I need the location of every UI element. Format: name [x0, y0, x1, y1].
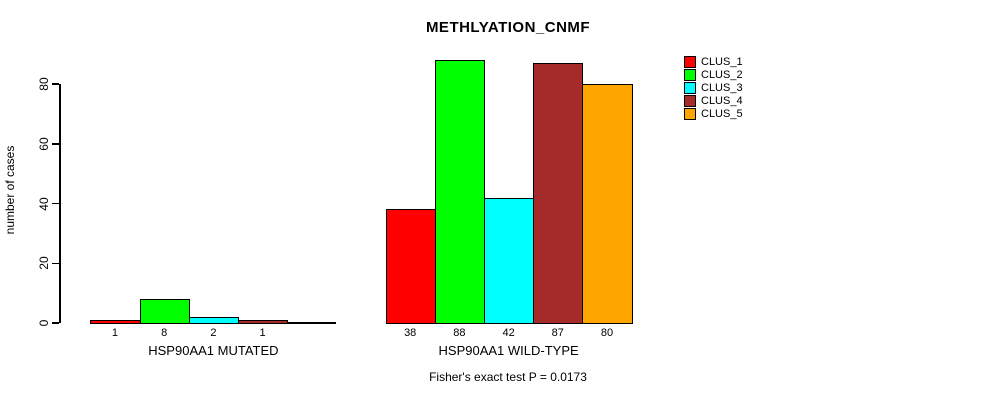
chart-title: METHLYATION_CNMF	[425, 19, 591, 36]
y-axis-label: number of cases	[3, 145, 17, 235]
y-axis-line	[59, 84, 61, 323]
legend-swatch	[684, 68, 696, 81]
legend-swatch	[684, 81, 696, 94]
bar-clus_1	[385, 209, 436, 324]
y-tick-label: 40	[37, 196, 51, 211]
legend-label: CLUS_3	[701, 81, 743, 94]
bar-value-label: 42	[502, 327, 515, 339]
annotation-text: Fisher's exact test P = 0.0173	[429, 370, 587, 384]
legend-label: CLUS_1	[701, 55, 743, 68]
legend-item: CLUS_5	[684, 107, 743, 120]
y-axis-tick	[52, 202, 59, 205]
bar-clus_1	[90, 320, 141, 324]
legend-item: CLUS_3	[684, 81, 743, 94]
legend: CLUS_1 CLUS_2 CLUS_3 CLUS_4 CLUS_5	[684, 55, 743, 120]
y-tick-label: 20	[37, 256, 51, 270]
legend-swatch	[684, 94, 696, 107]
bar-value-label: 88	[453, 327, 466, 339]
legend-item: CLUS_2	[684, 68, 743, 81]
bar-clus_2	[434, 60, 485, 324]
bar-value-label: 38	[404, 327, 417, 339]
legend-item: CLUS_1	[684, 55, 743, 68]
bar-value-label: 80	[600, 327, 614, 339]
y-axis-tick	[52, 143, 59, 145]
bar-value-label: 2	[210, 327, 217, 339]
y-tick-label: 0	[37, 319, 51, 327]
y-axis-tick	[52, 262, 59, 264]
bar-clus_3	[188, 317, 239, 324]
bar-clus_4	[238, 320, 289, 324]
y-axis-tick	[52, 83, 59, 85]
bar-value-label: 1	[111, 327, 119, 339]
legend-item: CLUS_4	[684, 94, 743, 107]
bar-clus_5	[582, 84, 633, 324]
bar-value-label: 87	[551, 327, 564, 339]
group-label: HSP90AA1 MUTATED	[148, 343, 279, 358]
bar-clus_4	[533, 63, 584, 324]
group-label: HSP90AA1 WILD-TYPE	[438, 343, 579, 358]
bar-clus_2	[139, 299, 190, 324]
bar-value-label: 8	[161, 327, 168, 339]
bar-clus_3	[484, 197, 535, 324]
y-axis-tick	[52, 322, 59, 324]
y-tick-label: 60	[37, 137, 51, 151]
legend-label: CLUS_2	[701, 68, 743, 81]
legend-swatch	[684, 55, 696, 68]
legend-label: CLUS_4	[701, 94, 743, 107]
legend-swatch	[684, 107, 696, 120]
bar-value-label: 1	[259, 327, 266, 339]
y-tick-label: 80	[37, 77, 51, 91]
legend-label: CLUS_5	[701, 107, 743, 120]
